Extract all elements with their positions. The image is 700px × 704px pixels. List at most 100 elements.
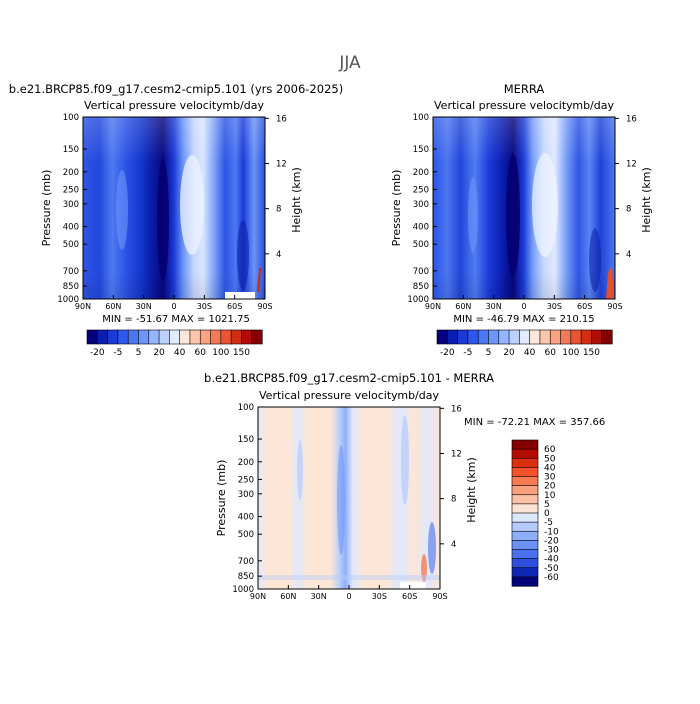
colorbar-merra-label: -5	[463, 348, 472, 358]
colorbar-diff-label: -60	[544, 573, 559, 583]
colorbar-diff-label: 0	[544, 509, 550, 519]
panel-diff-xtick-label: 90N	[250, 592, 266, 601]
panel-diff-xtick-label: 90S	[432, 592, 447, 601]
panel-model-ytick-label: 850	[63, 282, 79, 292]
colorbar-model-label: 40	[174, 348, 186, 358]
panel-model-units: mb/day	[222, 99, 264, 112]
panel-diff-ytick-label: 100	[238, 403, 254, 413]
panel-model-xtick-label: 60S	[227, 302, 242, 311]
panel-model-ylabel-right: Height (km)	[290, 167, 303, 233]
colorbar-model-label: 150	[233, 348, 250, 358]
panel-merra-xtick-label: 90S	[607, 302, 622, 311]
colorbar-diff-label: 5	[544, 500, 550, 510]
panel-merra-ytick-label: 250	[413, 185, 429, 195]
panel-merra-ytick-label: 150	[413, 145, 429, 155]
colorbar-diff-swatch	[511, 476, 539, 487]
panel-model-htick-label: 4	[276, 250, 281, 260]
panel-diff-field	[258, 407, 440, 589]
panel-model-ytick-label: 300	[63, 200, 79, 210]
panel-merra-ylabel-right: Height (km)	[640, 167, 653, 233]
panel-merra-xtick-label: 30N	[486, 302, 502, 311]
panel-diff-xtick-label: 0	[346, 592, 351, 601]
colorbar-merra-swatch	[446, 329, 459, 345]
panel-merra-ytick-label: 850	[413, 282, 429, 292]
colorbar-merra-swatch	[529, 329, 541, 345]
colorbar-diff-swatch	[511, 485, 539, 496]
panel-merra-ytick-label: 500	[413, 240, 429, 250]
panel-diff-htick-label: 4	[451, 540, 456, 550]
panel-model-ytick-label: 400	[63, 223, 79, 233]
panel-diff-htick-label: 12	[451, 450, 462, 460]
colorbar-merra-swatch	[601, 329, 613, 345]
panel-diff-xtick-label: 60S	[402, 592, 417, 601]
colorbar-diff-label: -20	[544, 536, 559, 546]
colorbar-model-swatch	[189, 329, 201, 345]
panel-merra-stats: MIN = -46.79 MAX = 210.15	[453, 314, 594, 325]
colorbar-model-swatch	[148, 329, 160, 345]
page-title: JJA	[338, 53, 361, 73]
colorbar-diff-swatch	[511, 512, 539, 523]
colorbar-diff-label: 40	[544, 463, 556, 473]
colorbar-model-label: 5	[136, 348, 142, 358]
colorbar-merra-label: 150	[583, 348, 600, 358]
colorbar-diff-swatch	[511, 530, 539, 541]
panel-merra-htick-label: 12	[626, 160, 637, 170]
panel-merra-xtick-label: 60N	[455, 302, 471, 311]
panel-merra-htick-label: 4	[626, 250, 631, 260]
panel-model-stats: MIN = -51.67 MAX = 1021.75	[102, 314, 250, 325]
panel-merra-ytick-label: 400	[413, 223, 429, 233]
panel-model-ytick-label: 500	[63, 240, 79, 250]
colorbar-merra-label: 60	[545, 348, 557, 358]
colorbar-merra-swatch	[549, 329, 562, 345]
colorbar-merra-label: 20	[503, 348, 515, 358]
colorbar-diff-swatch	[511, 567, 539, 578]
panel-merra-xtick-label: 90N	[425, 302, 441, 311]
colorbar-model-swatch	[179, 329, 191, 345]
colorbar-diff-label: -40	[544, 555, 559, 565]
panel-model-title: b.e21.BRCP85.f09_g17.cesm2-cmip5.101 (yr…	[9, 82, 343, 96]
panel-model-xtick-label: 0	[171, 302, 176, 311]
colorbar-diff-label: 20	[544, 482, 556, 492]
colorbar-merra-swatch	[498, 329, 510, 345]
colorbar-model: -20 -5 5 20 40 60 100 150	[86, 329, 263, 358]
panel-merra-units: mb/day	[572, 99, 614, 112]
colorbar-model-swatch	[86, 329, 98, 345]
colorbar-diff-swatch	[511, 558, 539, 569]
panel-diff-ytick-label: 1000	[232, 585, 254, 595]
panel-diff-xtick-label: 30N	[311, 592, 327, 601]
colorbar-merra-swatch	[467, 329, 479, 345]
colorbar-model-swatch	[230, 329, 243, 345]
colorbar-model-swatch	[251, 329, 263, 345]
colorbar-merra-swatch	[570, 329, 582, 345]
panel-model: b.e21.BRCP85.f09_g17.cesm2-cmip5.101 (yr…	[9, 82, 343, 325]
colorbar-merra-label: -20	[440, 348, 455, 358]
panel-model-field	[83, 117, 265, 299]
panel-diff-ytick-label: 700	[238, 557, 254, 567]
panel-merra-ytick-label: 100	[413, 113, 429, 123]
colorbar-merra-swatch	[591, 329, 603, 345]
colorbar-model-swatch	[117, 329, 129, 345]
colorbar-merra-label: 40	[524, 348, 536, 358]
panel-diff-ytick-label: 200	[238, 458, 254, 468]
panel-model-xtick-label: 90N	[75, 302, 91, 311]
panel-model-htick-label: 8	[276, 205, 281, 215]
colorbar-diff-swatch	[511, 540, 539, 551]
panel-model-xtick-label: 30S	[197, 302, 212, 311]
panel-model-xtick-label: 30N	[136, 302, 152, 311]
colorbar-diff-swatch	[511, 503, 539, 514]
panel-merra-htick-label: 8	[626, 205, 631, 215]
panel-model-subtitle: Vertical pressure velocity	[84, 99, 223, 112]
colorbar-model-swatch	[107, 329, 119, 345]
colorbar-merra-swatch	[508, 329, 520, 345]
panel-merra-xtick-label: 60S	[577, 302, 592, 311]
panel-diff-ytick-label: 150	[238, 435, 254, 445]
colorbar-merra-swatch	[477, 329, 490, 345]
panel-merra: MERRA Vertical pressure velocity mb/day …	[390, 82, 653, 325]
colorbar-diff-swatch	[511, 448, 539, 459]
colorbar-model-label: 20	[153, 348, 165, 358]
panel-model-ylabel: Pressure (mb)	[40, 170, 53, 247]
colorbar-model-swatch	[138, 329, 150, 345]
